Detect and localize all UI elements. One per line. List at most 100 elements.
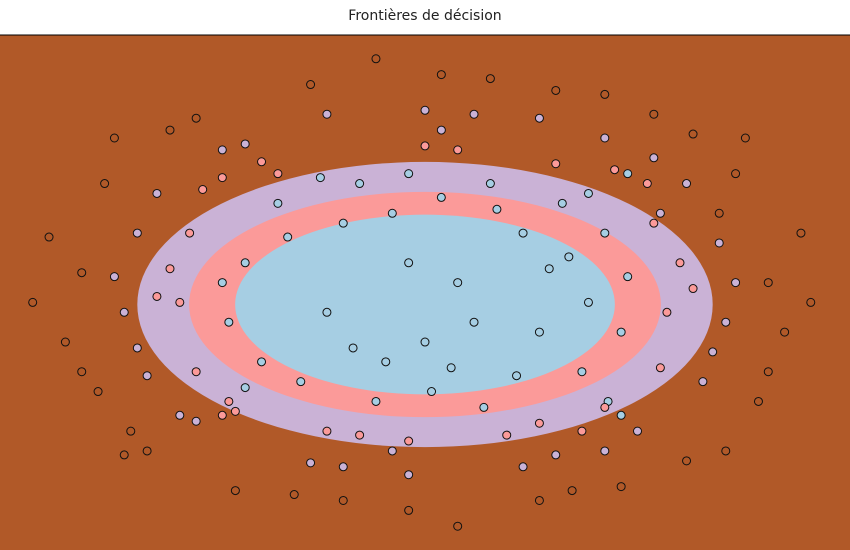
- data-point: [404, 169, 414, 179]
- data-point: [485, 179, 495, 189]
- data-point: [567, 486, 577, 496]
- data-point: [296, 377, 306, 387]
- data-point: [436, 70, 446, 80]
- data-point: [387, 208, 397, 218]
- data-point: [355, 430, 365, 440]
- data-point: [100, 179, 110, 189]
- data-point: [557, 198, 567, 208]
- data-point: [119, 307, 129, 317]
- data-point: [649, 109, 659, 119]
- data-point: [469, 109, 479, 119]
- data-point: [655, 363, 665, 373]
- data-point: [152, 291, 162, 301]
- data-point: [77, 268, 87, 278]
- data-point: [132, 228, 142, 238]
- data-point: [623, 169, 633, 179]
- data-point: [240, 139, 250, 149]
- data-point: [436, 125, 446, 135]
- data-point: [502, 430, 512, 440]
- data-point: [224, 396, 234, 406]
- data-point: [322, 307, 332, 317]
- data-point: [534, 113, 544, 123]
- data-point: [740, 133, 750, 143]
- data-point: [688, 284, 698, 294]
- data-point: [224, 317, 234, 327]
- data-point: [518, 462, 528, 472]
- data-point: [404, 258, 414, 268]
- data-point: [610, 165, 620, 175]
- data-point: [198, 185, 208, 194]
- data-point: [381, 357, 391, 367]
- data-point: [387, 446, 397, 456]
- data-point: [191, 367, 201, 377]
- data-point: [649, 153, 659, 163]
- data-point: [436, 192, 446, 202]
- data-point: [714, 238, 724, 248]
- data-point: [518, 228, 528, 238]
- data-point: [191, 416, 201, 426]
- data-point: [682, 456, 692, 466]
- data-point: [731, 278, 741, 288]
- data-point: [427, 387, 437, 397]
- data-point: [564, 252, 574, 262]
- data-point: [322, 109, 332, 119]
- data-point: [623, 272, 633, 282]
- data-point: [185, 228, 195, 238]
- data-point: [721, 317, 731, 327]
- data-point: [348, 343, 358, 353]
- data-point: [338, 462, 348, 472]
- data-point: [600, 402, 610, 412]
- data-point: [616, 482, 626, 492]
- data-point: [479, 402, 489, 412]
- data-point: [721, 446, 731, 456]
- data-point: [371, 396, 381, 406]
- data-point: [544, 264, 554, 274]
- data-point: [753, 396, 763, 406]
- data-point: [600, 89, 610, 99]
- data-point: [534, 495, 544, 505]
- data-point: [633, 426, 642, 436]
- data-point: [404, 505, 414, 515]
- data-point: [485, 74, 495, 84]
- data-point: [315, 173, 325, 183]
- data-point: [240, 383, 250, 393]
- data-point: [534, 327, 544, 337]
- data-point: [577, 426, 587, 436]
- data-point: [642, 179, 652, 189]
- data-point: [142, 446, 152, 456]
- data-point: [420, 337, 430, 347]
- chart-title: Frontières de décision: [348, 8, 502, 24]
- data-point: [492, 204, 502, 214]
- data-point: [469, 317, 479, 327]
- data-point: [289, 490, 299, 500]
- data-point: [763, 278, 773, 288]
- data-point: [688, 129, 698, 139]
- data-point: [675, 258, 685, 268]
- data-point: [662, 307, 672, 317]
- data-point: [780, 327, 790, 337]
- data-point: [44, 232, 54, 242]
- data-point: [126, 426, 136, 436]
- data-point: [257, 357, 267, 367]
- data-point: [731, 169, 741, 179]
- data-point: [453, 278, 463, 288]
- data-point: [453, 145, 463, 155]
- data-point: [152, 188, 162, 198]
- data-point: [600, 228, 610, 238]
- data-point: [534, 418, 544, 428]
- data-point: [763, 367, 773, 377]
- data-point: [600, 133, 610, 143]
- data-point: [273, 169, 283, 179]
- data-point: [616, 410, 626, 420]
- data-point: [551, 85, 561, 95]
- data-point: [551, 450, 561, 460]
- data-point: [583, 297, 593, 307]
- data-point: [404, 436, 414, 446]
- data-point: [273, 198, 283, 208]
- data-point: [93, 387, 103, 397]
- data-point: [420, 141, 430, 151]
- data-point: [119, 450, 129, 460]
- data-point: [338, 495, 348, 505]
- decision-regions: [0, 35, 850, 550]
- data-point: [77, 367, 87, 377]
